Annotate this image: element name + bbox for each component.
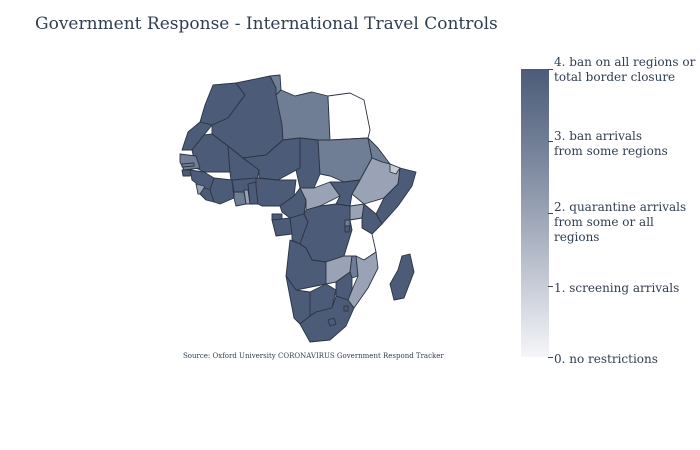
country-south-sudan[interactable]: South Sudan (329, 179, 361, 207)
country-malawi[interactable]: Malawi (349, 255, 359, 279)
colorbar-tick-3 (548, 141, 553, 142)
country-guinea-bissau[interactable]: Guinea-Bissau (181, 169, 193, 177)
country-chad[interactable]: Chad (295, 137, 321, 189)
country-mauritania[interactable]: Mauritania (191, 133, 231, 173)
country-rwanda[interactable]: Rwanda (344, 219, 351, 227)
colorbar-label-3: 3. ban arrivals from some regions (554, 129, 668, 158)
country-south-africa[interactable]: South Africa (299, 295, 355, 343)
map-title: Government Response - International Trav… (35, 14, 498, 34)
country-gambia[interactable]: Gambia (181, 162, 195, 168)
source-note: Source: Oxford University CORONAVIRUS Go… (183, 352, 444, 360)
country-eswatini[interactable]: Eswatini (343, 305, 349, 312)
country-mozambique[interactable]: Mozambique (347, 251, 379, 309)
country-gabon[interactable]: Gabon (271, 217, 293, 237)
country-egypt[interactable]: Egypt (327, 92, 371, 141)
colorbar-label-1: 1. screening arrivals (554, 281, 680, 295)
country-madagascar[interactable]: Madagascar (389, 253, 415, 301)
country-libya[interactable]: Libya (275, 89, 331, 141)
colorbar-tick-1 (548, 286, 553, 287)
country-lesotho[interactable]: Lesotho (327, 317, 337, 327)
colorbar-tick-2 (548, 213, 553, 214)
country-central-african-republic[interactable]: Central African Republic (299, 181, 341, 211)
colorbar-tick-0 (548, 357, 553, 358)
colorbar (521, 69, 549, 357)
country-cote-d-ivoire[interactable]: Cote d'Ivoire (209, 177, 235, 205)
colorbar-tick-4 (548, 69, 553, 70)
country-zimbabwe[interactable]: Zimbabwe (335, 271, 353, 301)
colorbar-label-0: 0. no restrictions (554, 352, 658, 366)
colorbar-label-2: 2. quarantine arrivals from some or all … (554, 200, 687, 244)
country-burundi[interactable]: Burundi (344, 225, 351, 233)
country-djibouti[interactable]: Djibouti (389, 163, 401, 175)
colorbar-label-4: 4. ban on all regions or total border cl… (554, 55, 696, 84)
country-ghana[interactable]: Ghana (233, 191, 247, 207)
